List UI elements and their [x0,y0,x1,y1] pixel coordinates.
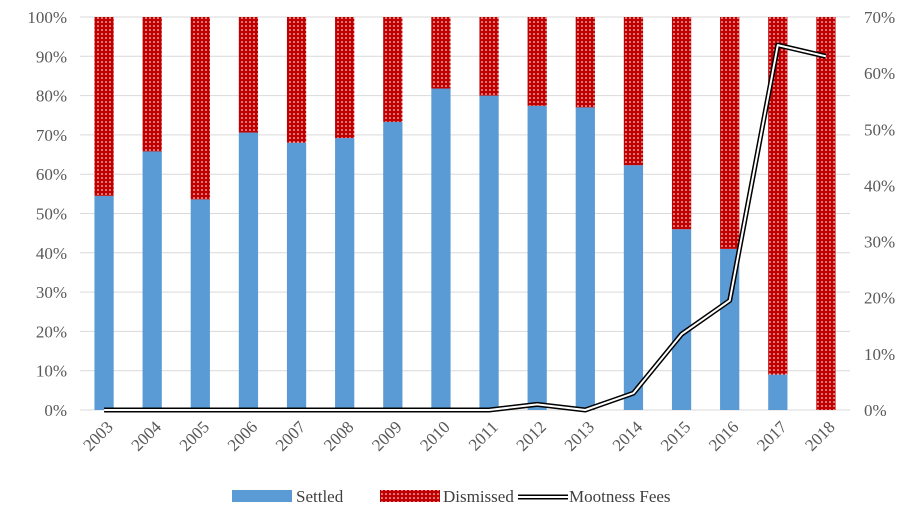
bar-dismissed [623,17,644,166]
bar-settled [142,151,162,410]
bar-dismissed [816,17,836,410]
legend: Settled Dismissed Mootness Fees [232,487,671,506]
bar-settled [431,88,451,410]
x-tick-label: 2009 [368,417,405,454]
y-axis-left: 0% 10% 20% 30% 40% 50% 60% 70% 80% 90% 100% [27,8,67,420]
bar-settled [479,95,499,410]
legend-label-settled: Settled [296,487,344,506]
bars-layer [94,17,836,411]
bar-settled [623,165,644,410]
bar-settled [94,195,114,410]
x-tick-label: 2017 [753,417,791,455]
bar-settled [190,199,210,410]
bar-dismissed [94,17,114,196]
x-tick-label: 2015 [657,417,694,454]
y-left-tick-label: 90% [36,47,67,66]
bar-settled [383,121,403,410]
x-tick-label: 2010 [416,417,453,454]
y-right-tick-label: 10% [864,345,895,364]
bar-settled [720,248,740,410]
x-tick-label: 2004 [128,417,166,455]
bar-dismissed [768,17,788,375]
x-tick-label: 2003 [79,417,116,454]
y-right-tick-label: 70% [864,8,895,27]
y-right-tick-label: 0% [864,401,887,420]
x-tick-label: 2006 [224,417,261,454]
bar-dismissed [286,17,307,143]
y-left-tick-label: 40% [36,244,67,263]
x-tick-label: 2008 [320,417,357,454]
legend-swatch-dismissed [380,490,440,502]
x-tick-label: 2014 [609,417,647,455]
bar-dismissed [335,17,355,139]
x-tick-label: 2012 [513,417,550,454]
y-left-tick-label: 20% [36,322,67,341]
legend-label-mootness-fees: Mootness Fees [569,487,671,506]
bar-dismissed [142,17,162,152]
line-mootness-fees-outer [104,42,827,413]
y-left-tick-label: 10% [36,362,67,381]
y-left-tick-label: 70% [36,126,67,145]
x-tick-label: 2018 [801,417,838,454]
y-left-tick-label: 0% [44,401,67,420]
bar-dismissed [431,17,451,89]
y-right-tick-label: 60% [864,64,895,83]
y-right-tick-label: 40% [864,176,895,195]
y-left-tick-label: 50% [36,205,67,224]
bar-dismissed [383,17,403,122]
bar-dismissed [575,17,595,108]
bar-dismissed [238,17,259,133]
bar-settled [671,229,692,410]
y-left-tick-label: 30% [36,283,67,302]
y-left-tick-label: 100% [27,8,67,27]
bar-settled [575,107,595,410]
x-tick-label: 2005 [176,417,213,454]
legend-label-dismissed: Dismissed [443,487,514,506]
x-tick-label: 2011 [465,417,502,454]
bar-settled [768,374,788,410]
bar-dismissed [190,17,210,200]
y-right-tick-label: 30% [864,233,895,252]
x-tick-label: 2013 [561,417,598,454]
x-tick-label: 2007 [272,417,310,455]
bar-settled [238,132,259,411]
bar-dismissed [527,17,547,106]
bar-dismissed [720,17,740,249]
bar-dismissed [671,17,692,230]
bar-settled [286,142,307,410]
y-right-tick-label: 20% [864,289,895,308]
bar-settled [335,138,355,410]
y-left-tick-label: 80% [36,87,67,106]
x-axis: 2003 2004 2005 2006 2007 2008 2009 2010 2011 2012… [79,417,838,455]
y-left-tick-label: 60% [36,165,67,184]
y-axis-right: 0% 10% 20% 30% 40% 50% 60% 70% [864,8,895,420]
legend-swatch-settled [232,490,292,502]
bar-dismissed [479,17,499,96]
y-right-tick-label: 50% [864,120,895,139]
bar-settled [527,105,547,411]
line-mootness-fees-inner [104,44,827,411]
x-tick-label: 2016 [705,417,742,454]
line-layer [104,42,827,413]
